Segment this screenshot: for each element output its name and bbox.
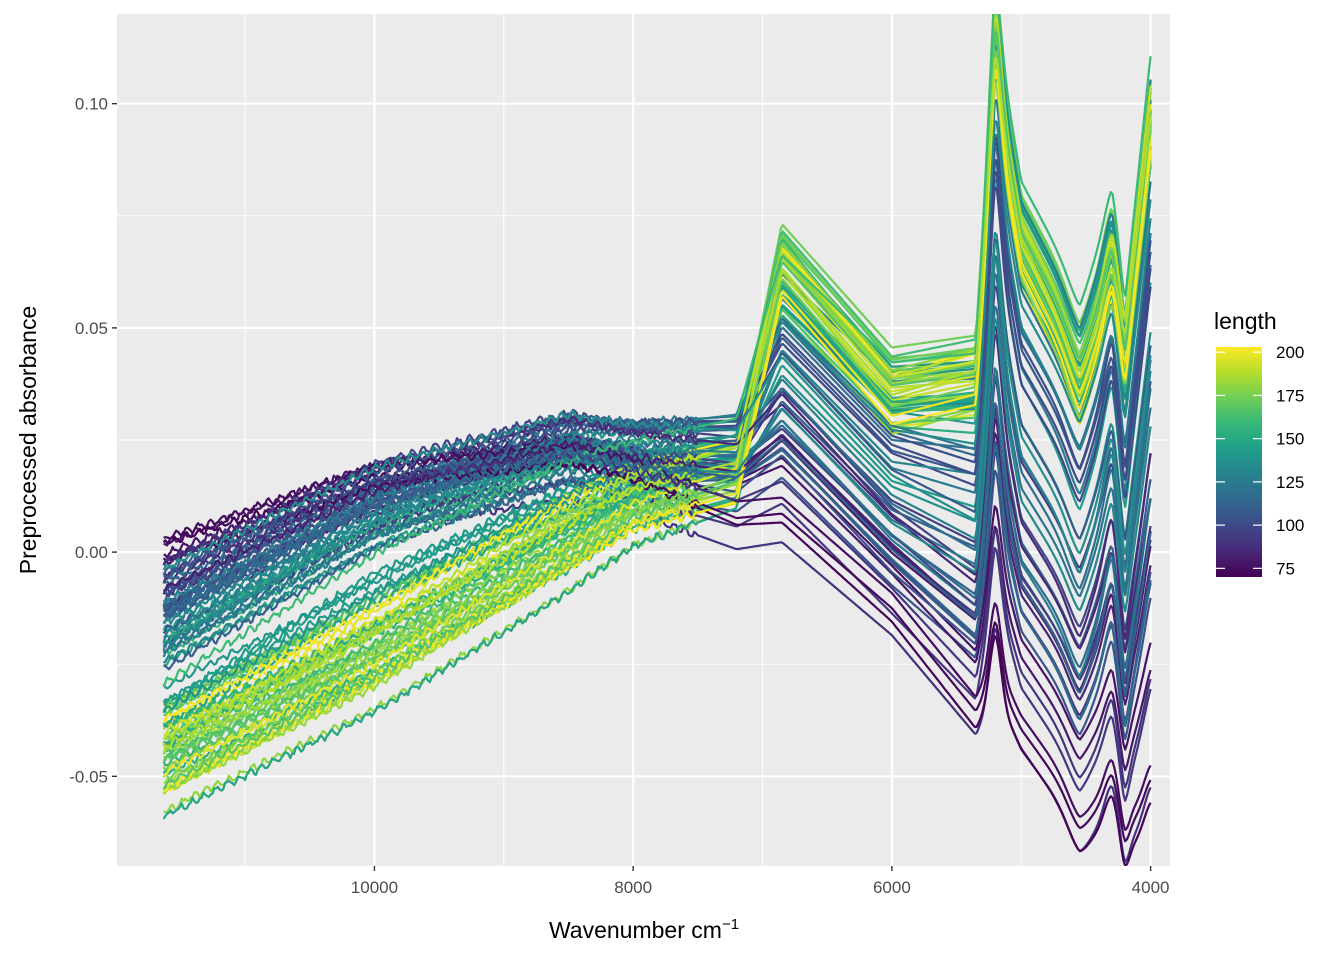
x-axis-title-superscript: −1 — [722, 916, 739, 933]
x-axis: 10000 8000 6000 4000 — [351, 866, 1170, 897]
spectrum-line — [163, 402, 1152, 697]
spectrum-line — [162, 317, 1152, 625]
colorbar-label: 200 — [1276, 343, 1304, 362]
colorbar-label: 75 — [1276, 559, 1295, 578]
colorbar-label: 175 — [1276, 386, 1304, 405]
colorbar-label: 150 — [1276, 430, 1304, 449]
y-axis-title: Preprocessed absorbance — [15, 306, 41, 575]
x-axis-title-main: Wavenumber cm — [549, 917, 722, 943]
colorbar-label: 100 — [1276, 516, 1304, 535]
y-axis: -0.05 0.00 0.05 0.10 — [69, 95, 117, 786]
x-axis-title: Wavenumber cm−1 — [549, 916, 739, 943]
spectrum-line — [162, 257, 1152, 607]
spectrum-line — [162, 241, 1152, 571]
y-tick-label: -0.05 — [69, 767, 108, 786]
spectrum-line — [162, 450, 1152, 789]
y-tick-label: 0.00 — [75, 543, 108, 562]
y-tick-label: 0.10 — [75, 95, 108, 114]
x-tick-label: 8000 — [614, 878, 652, 897]
colorbar-label: 125 — [1276, 473, 1304, 492]
legend-colorbar: length 75 100 125 150 175 200 — [1214, 308, 1304, 578]
x-tick-label: 10000 — [351, 878, 398, 897]
spectrum-line — [162, 120, 1152, 648]
x-tick-label: 4000 — [1132, 878, 1170, 897]
legend-title: length — [1214, 308, 1277, 334]
x-tick-label: 6000 — [873, 878, 911, 897]
spectrum-line — [162, 57, 1152, 750]
colorbar — [1216, 347, 1262, 577]
colorbar-ticks: 75 100 125 150 175 200 — [1216, 343, 1304, 578]
y-tick-label: 0.05 — [75, 319, 108, 338]
spectra-lines — [162, 14, 1152, 866]
